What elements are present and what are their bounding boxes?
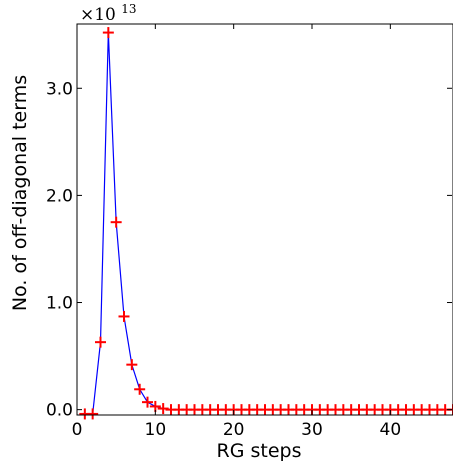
data-point-marker xyxy=(110,216,122,228)
data-point-marker xyxy=(126,359,138,371)
y-tick-label: 3.0 xyxy=(46,79,73,99)
data-point-marker xyxy=(118,310,130,322)
y-axis-offset-text: ×10 13 xyxy=(80,2,137,25)
y-tick-label: 1.0 xyxy=(46,294,73,314)
x-tick-label: 30 xyxy=(301,420,323,440)
data-point-marker xyxy=(87,408,99,420)
data-point-marker xyxy=(157,403,169,415)
data-point-marker xyxy=(102,27,114,39)
y-axis-label: No. of off-diagonal terms xyxy=(9,75,31,311)
axes: 0 10 20 30 40 0.0 1.0 2.0 3.0 xyxy=(46,23,453,440)
y-tick-label: 0.0 xyxy=(46,401,73,421)
data-point-marker xyxy=(134,383,146,395)
x-tick-label: 20 xyxy=(223,420,245,440)
plot-area xyxy=(79,27,453,420)
data-point-marker xyxy=(95,336,106,348)
series-line xyxy=(84,32,453,415)
data-point-marker xyxy=(142,396,153,408)
plot-frame xyxy=(76,23,453,416)
x-tick-label: 0 xyxy=(72,420,83,440)
x-axis-label: RG steps xyxy=(217,440,302,462)
x-tick-label: 40 xyxy=(380,420,402,440)
y-tick-label: 2.0 xyxy=(46,186,73,206)
x-tick-label: 10 xyxy=(145,420,167,440)
